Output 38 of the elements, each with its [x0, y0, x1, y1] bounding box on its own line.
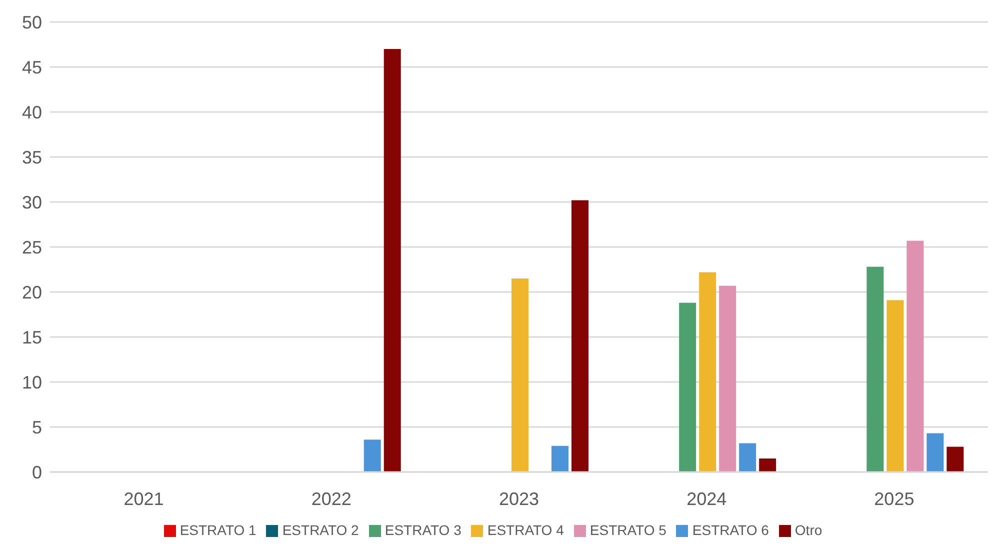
bar — [886, 300, 904, 472]
bar — [759, 458, 776, 472]
bar — [364, 440, 381, 472]
x-tick-label: 2021 — [124, 488, 164, 509]
x-tick-label: 2024 — [686, 488, 727, 509]
y-tick-label: 40 — [22, 102, 42, 122]
x-tick-label: 2022 — [311, 488, 352, 509]
y-tick-label: 35 — [22, 147, 42, 168]
bar — [699, 272, 716, 472]
bar — [551, 446, 568, 472]
y-tick-label: 15 — [22, 327, 42, 348]
bar — [719, 286, 736, 472]
y-tick-label: 50 — [22, 12, 42, 32]
bar — [866, 266, 884, 472]
y-tick-label: 25 — [22, 237, 42, 258]
x-tick-label: 2023 — [498, 488, 540, 509]
legend-label: ESTRATO 2 — [282, 522, 359, 538]
bar — [739, 443, 756, 472]
y-tick-label: 10 — [22, 372, 42, 392]
bar — [511, 278, 528, 472]
y-tick-label: 30 — [22, 192, 42, 212]
bar — [384, 49, 401, 472]
y-tick-label: 5 — [32, 417, 42, 438]
x-tick-label: 2025 — [874, 488, 914, 509]
legend-label: ESTRATO 6 — [692, 522, 769, 538]
y-tick-label: 45 — [22, 57, 42, 78]
bar — [679, 302, 696, 472]
legend-label: ESTRATO 1 — [180, 522, 256, 538]
legend-label: ESTRATO 5 — [590, 522, 666, 538]
legend-label: Otro — [794, 522, 822, 538]
bar — [906, 240, 924, 472]
bar — [571, 200, 588, 472]
y-tick-label: 0 — [32, 462, 42, 482]
bar — [946, 446, 964, 472]
bar — [926, 433, 944, 472]
legend-label: ESTRATO 3 — [384, 522, 462, 538]
y-tick-label: 20 — [22, 282, 42, 302]
legend-label: ESTRATO 4 — [487, 522, 564, 538]
